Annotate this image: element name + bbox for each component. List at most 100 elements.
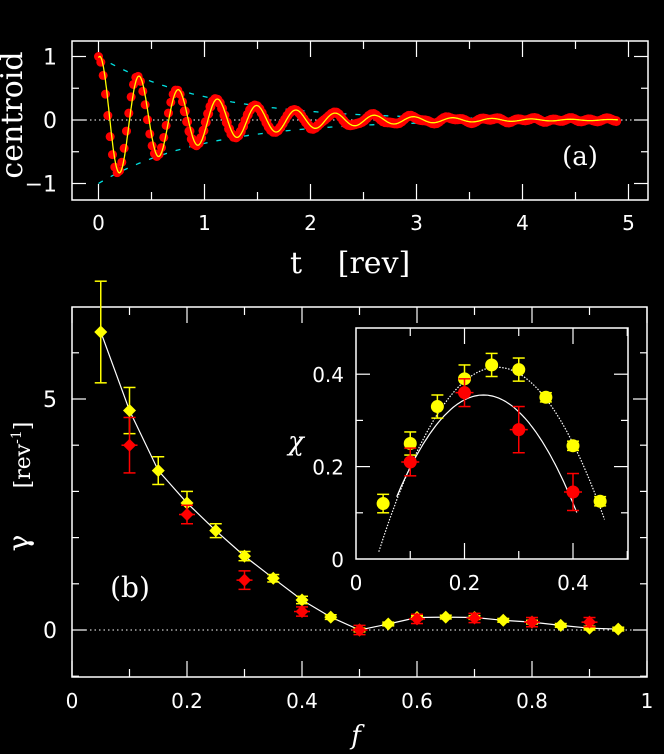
- y-tick-label-a: 1: [43, 46, 57, 71]
- x-tick-label-inset: 0.4: [557, 571, 589, 595]
- x-tick-label-b: 0.6: [401, 689, 433, 713]
- data-point-a: [611, 116, 622, 127]
- x-axis-label-b: f: [349, 721, 365, 751]
- x-tick-label-a: 0: [92, 211, 105, 235]
- data-point-a: [177, 97, 187, 107]
- data-point-yellow: [496, 613, 510, 627]
- data-point-red: [238, 573, 251, 587]
- data-point-yellow: [381, 617, 395, 631]
- data-point-yellow: [611, 622, 625, 636]
- panel-a: (a) 0 1 2 3 4 5 1 0 −1 centroid t [rev]: [0, 40, 649, 281]
- inset-point-red: [512, 423, 526, 437]
- data-point-a: [119, 143, 129, 153]
- data-point-yellow: [94, 325, 108, 339]
- data-point-red: [468, 611, 481, 625]
- data-point-red: [180, 508, 194, 521]
- data-point-a: [142, 115, 152, 125]
- data-point-a: [138, 86, 148, 96]
- inset-point-red: [403, 455, 417, 469]
- data-point-a: [145, 129, 155, 139]
- y-tick-label-b: 5: [43, 388, 57, 413]
- x-tick-label-a: 4: [516, 211, 529, 235]
- data-point-a: [147, 141, 157, 151]
- data-point-yellow: [324, 610, 338, 624]
- x-tick-label-b: 0.8: [516, 689, 548, 713]
- x-tick-label-inset: 0: [350, 571, 363, 595]
- envelope-curve: [98, 55, 618, 121]
- inset-fit-red: [396, 394, 578, 513]
- data-point-red: [525, 615, 539, 629]
- data-point-a: [182, 116, 193, 127]
- data-point-red: [583, 615, 596, 629]
- fit-curve-a: [97, 55, 619, 174]
- x-tick-label-a: 2: [304, 211, 317, 235]
- inset-point-red: [566, 485, 580, 499]
- data-point-yellow: [295, 593, 309, 607]
- data-point-yellow: [209, 524, 223, 538]
- x-tick-label-a: 5: [622, 211, 635, 235]
- inset-y-axis-label: χ: [286, 427, 306, 457]
- inset-point-yellow: [566, 439, 580, 453]
- panel-b: (b) 0 0.2 0.4 0.6 0.8 1 0 5 γ [rev-1] f 0 0.2 0.…: [2, 280, 654, 751]
- x-axis-unit-a: [rev]: [338, 246, 410, 281]
- inset-point-yellow: [376, 497, 390, 511]
- data-point-red: [123, 438, 136, 452]
- y-tick-label-a: 0: [43, 109, 57, 134]
- data-point-yellow: [439, 610, 453, 624]
- y-tick-label-b: 0: [43, 619, 57, 644]
- y-unit-text: [rev: [11, 443, 36, 488]
- data-point-yellow: [266, 571, 280, 585]
- envelope-curve: [98, 119, 618, 185]
- data-point-red: [353, 623, 366, 637]
- inset-point-yellow: [485, 358, 499, 372]
- y-axis-label-a: centroid: [0, 51, 30, 178]
- x-tick-label-a: 1: [198, 211, 211, 235]
- data-point-a: [107, 150, 117, 160]
- data-point-red: [410, 612, 424, 626]
- data-point-a: [103, 111, 113, 121]
- inset-point-yellow: [593, 494, 607, 508]
- data-point-yellow: [554, 618, 568, 632]
- y-tick-label-inset: 0.4: [312, 363, 344, 387]
- data-point-a: [163, 108, 173, 118]
- x-tick-label-b: 1: [641, 689, 654, 713]
- x-tick-label-a: 3: [410, 211, 423, 235]
- y-unit-close: ]: [11, 422, 36, 431]
- data-point-a: [140, 100, 150, 110]
- x-tick-label-b: 0: [66, 689, 79, 713]
- panel-label-a: (a): [562, 142, 598, 172]
- inset-point-yellow: [430, 400, 444, 414]
- inset-point-yellow: [512, 363, 526, 377]
- data-point-yellow: [151, 464, 165, 478]
- panel-label-b: (b): [110, 571, 150, 604]
- data-point-a: [96, 57, 106, 67]
- data-point-yellow: [123, 404, 136, 418]
- data-point-yellow: [238, 549, 251, 563]
- data-point-a: [100, 89, 110, 99]
- data-point-red: [295, 605, 309, 619]
- data-point-a: [124, 108, 134, 118]
- data-point-a: [121, 126, 131, 136]
- data-point-a: [98, 70, 108, 80]
- data-point-a: [166, 97, 176, 107]
- data-point-a: [159, 132, 169, 142]
- y-unit-sup: -1: [9, 430, 25, 444]
- inset-point-red: [458, 386, 471, 400]
- inset-chart: 0 0.2 0.4 0 0.2 0.4 χ: [286, 327, 629, 595]
- y-axis-label-b: γ: [2, 535, 35, 552]
- data-point-a: [161, 120, 171, 130]
- y-tick-label-a: −1: [25, 173, 57, 198]
- inset-point-yellow: [539, 390, 553, 404]
- data-point-a: [126, 92, 136, 102]
- inset-point-yellow: [403, 437, 417, 450]
- data-point-a: [117, 157, 127, 167]
- y-axis-unit-b: [rev-1]: [9, 422, 36, 489]
- y-tick-label-inset: 0.2: [312, 456, 344, 480]
- y-tick-label-inset: 0: [331, 548, 344, 572]
- x-tick-label-b: 0.4: [286, 689, 318, 713]
- data-point-yellow: [180, 496, 194, 510]
- data-point-a: [105, 132, 115, 142]
- x-tick-label-inset: 0.2: [449, 571, 481, 595]
- x-axis-label-a: t: [290, 246, 302, 281]
